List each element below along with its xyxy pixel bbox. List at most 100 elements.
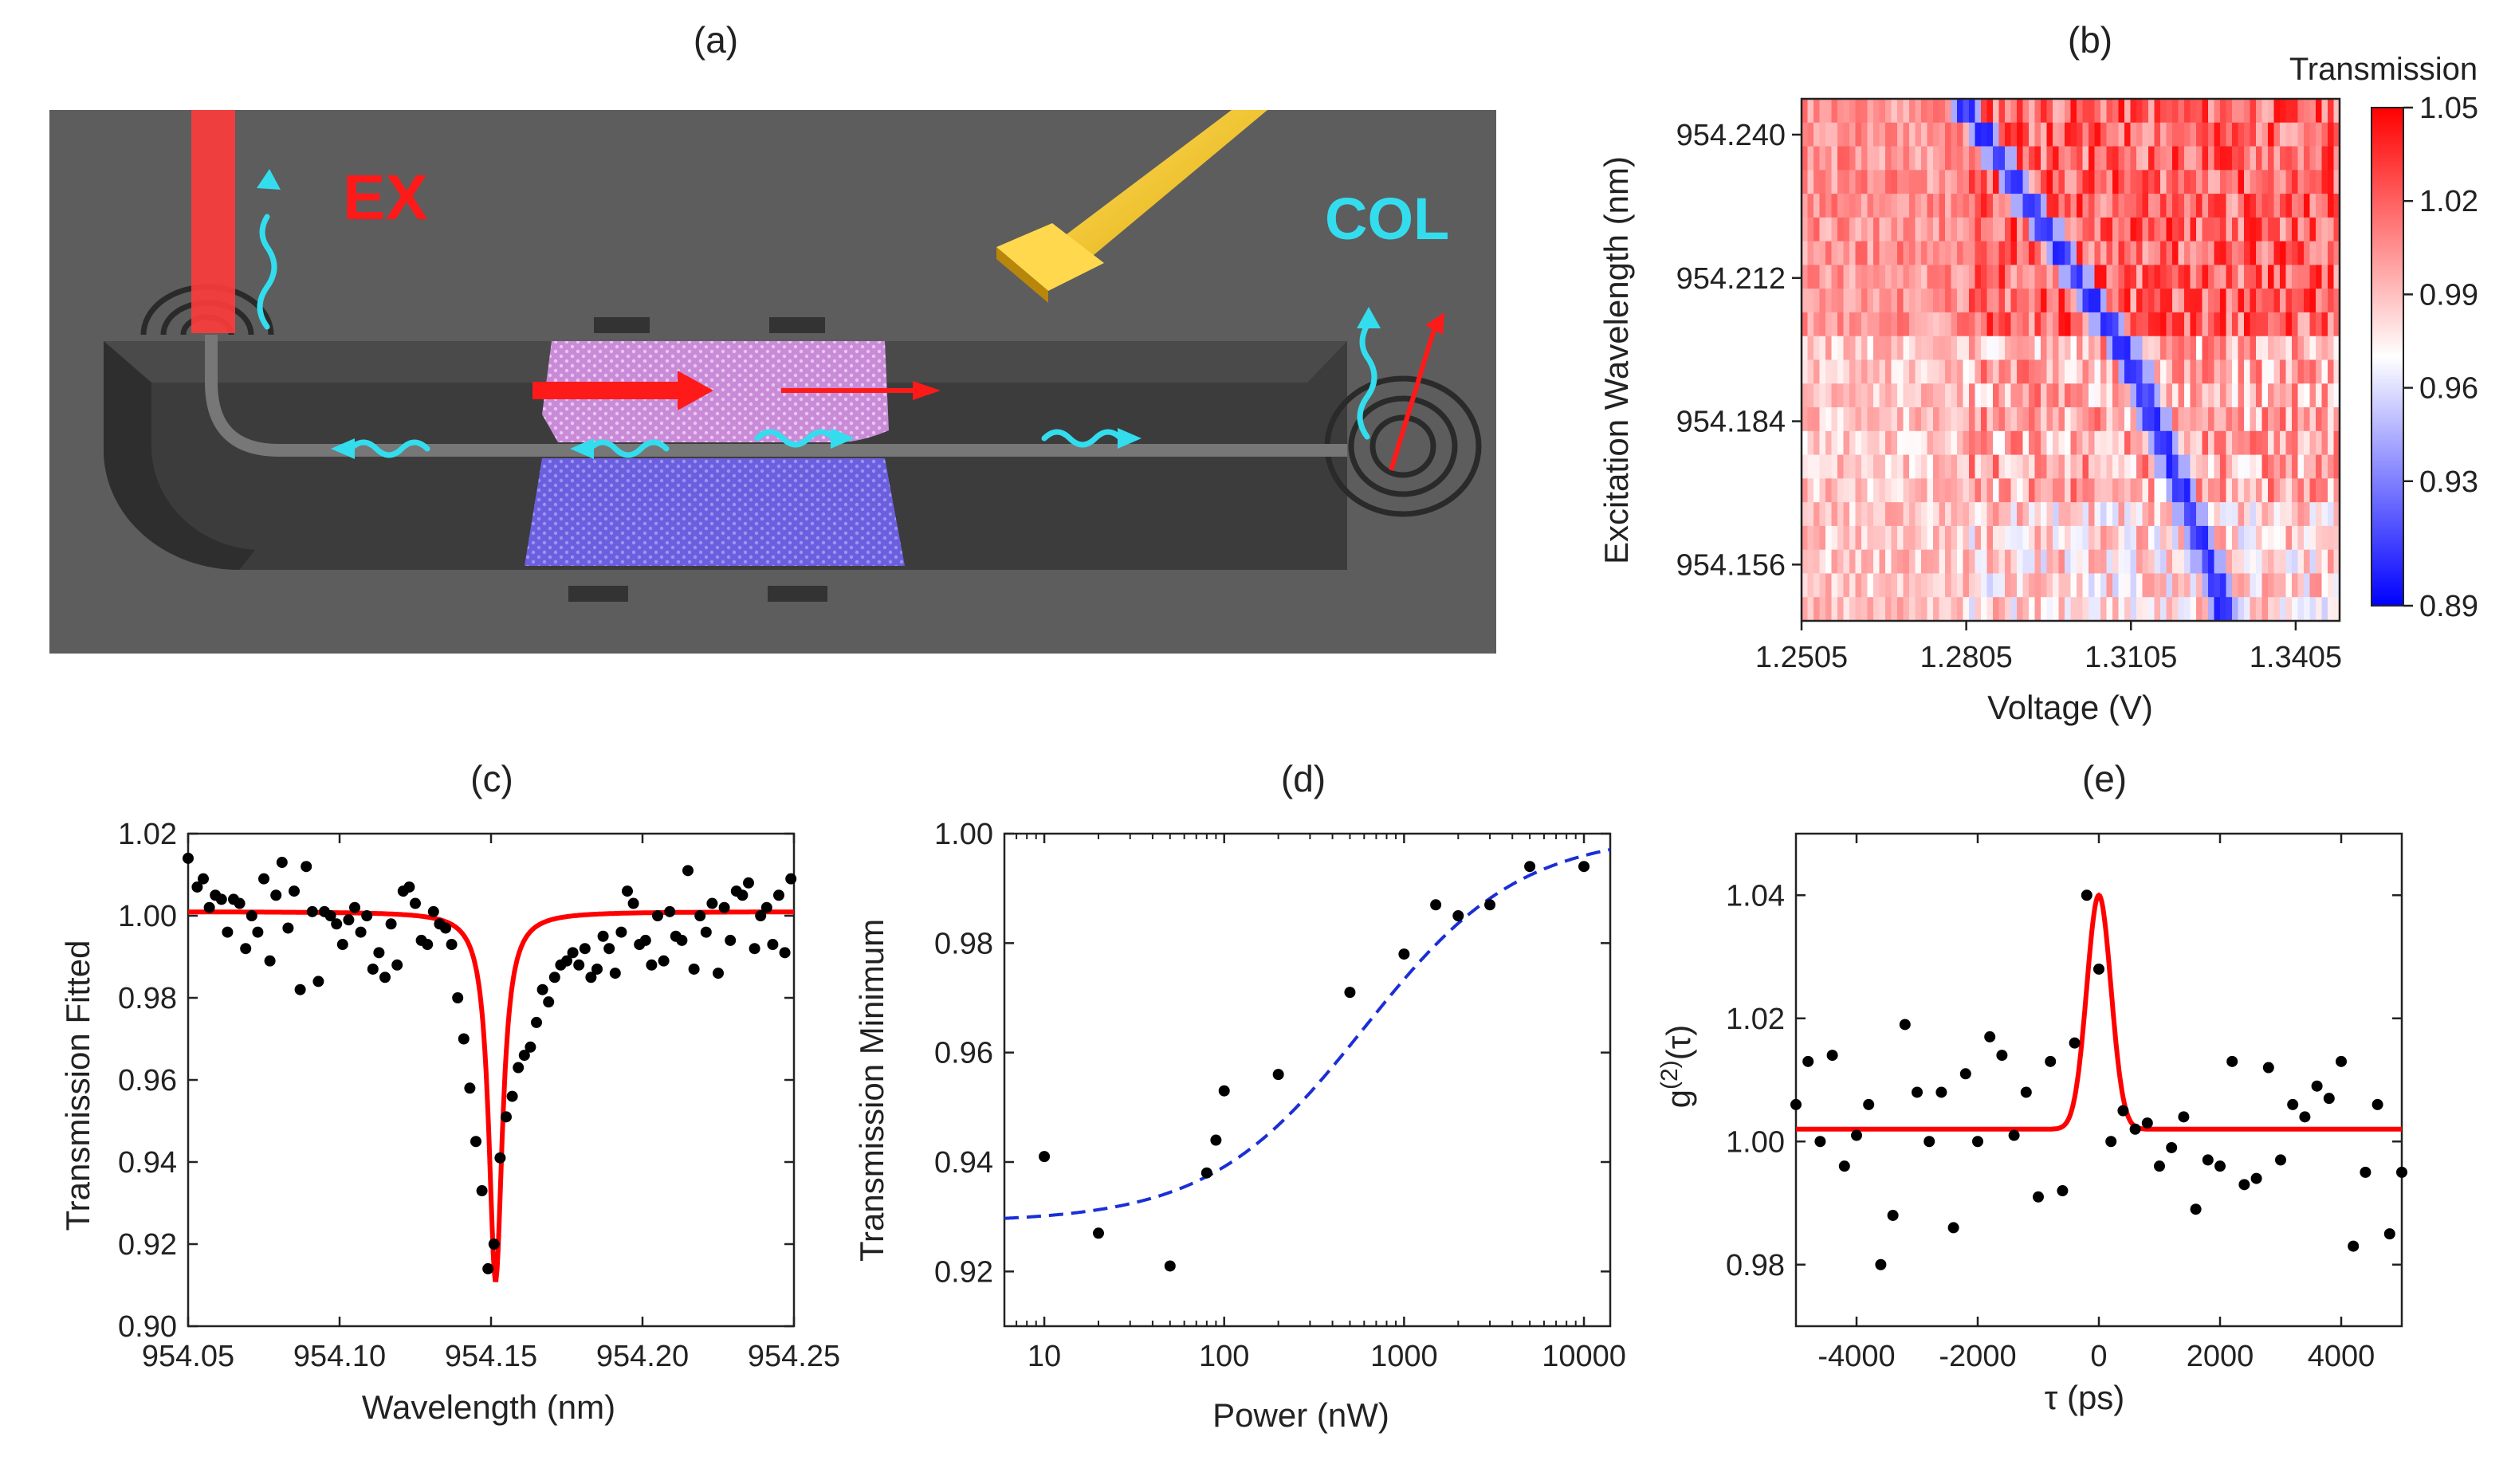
heatmap-cell [1957,597,1964,622]
heatmap-cell [1855,265,1862,289]
data-point [282,922,294,934]
heatmap-cell [2022,478,2030,503]
heatmap-cell [1939,170,1946,194]
heatmap-cell [2184,170,2191,194]
heatmap-cell [2166,122,2173,147]
data-point [1578,861,1590,873]
heatmap-cell [1945,241,1952,266]
heatmap-cell [2232,502,2239,527]
heatmap-cell [1825,502,1833,527]
heatmap-cell [2089,430,2096,456]
heatmap-cell [1951,549,1958,575]
heatmap-cell [2148,336,2155,361]
heatmap-cell [1903,122,1910,147]
heatmap-cell [2022,170,2030,194]
heatmap-cell [1837,597,1845,622]
heatmap-cell [2142,289,2149,313]
heatmap-cell [2142,99,2149,124]
heatmap-cell [2041,430,2048,456]
data-point [446,939,458,951]
heatmap-cell [1849,430,1857,456]
heatmap-cell [2112,597,2120,622]
heatmap-cell [2208,336,2215,361]
colorbar-tick-label: 0.96 [2419,372,2478,406]
heatmap-cell [1891,525,1898,551]
heatmap-cell [2094,454,2101,479]
heatmap-cell [1909,502,1916,527]
heatmap-cell [2022,454,2030,479]
heatmap-cell [2029,312,2036,337]
data-point [240,943,252,955]
heatmap-cell [2292,217,2299,242]
heatmap-cell [1867,194,1874,218]
heatmap-cell [2256,597,2263,622]
heatmap-cell [1825,217,1833,242]
heatmap-cell [2029,217,2036,242]
heatmap-cell [2178,312,2185,337]
heatmap-cell [2065,478,2072,503]
heatmap-cell [2041,241,2048,266]
heatmap-cell [2316,478,2323,503]
heatmap-cell [2292,289,2299,313]
heatmap-cell [2292,383,2299,408]
heatmap-cell [1903,312,1910,337]
heatmap-cell [2100,597,2108,622]
heatmap-cell [2261,336,2269,361]
heatmap-cell [1819,217,1826,242]
heatmap-cell [2214,194,2221,218]
heatmap-cell [2142,265,2149,289]
heatmap-cell [2142,359,2149,384]
heatmap-cell [2172,336,2179,361]
heatmap-cell [2304,336,2311,361]
heatmap-cell [2106,170,2113,194]
heatmap-cell [1915,454,1922,479]
heatmap-cell [2321,336,2328,361]
heatmap-cell [2094,146,2101,171]
heatmap-cell [1867,573,1874,598]
heatmap-cell [2154,336,2161,361]
data-point [652,910,663,921]
heatmap-cell [2017,336,2024,361]
heatmap-cell [1927,170,1934,194]
heatmap-cell [1885,525,1892,551]
heatmap-cell [2166,359,2173,384]
heatmap-cell [2273,502,2281,527]
heatmap-cell [1831,383,1838,408]
heatmap-cell [1873,597,1880,622]
heatmap-cell [1975,573,1982,598]
heatmap-cell [2136,407,2144,432]
heatmap-cell [1969,597,1976,622]
heatmap-cell [2077,122,2084,147]
heatmap-cell [1951,407,1958,432]
heatmap-cell [2022,502,2030,527]
heatmap-cell [2046,502,2053,527]
heatmap-cell [2082,312,2089,337]
data-point [1344,987,1356,999]
heatmap-cell [2250,407,2257,432]
heatmap-cell [2292,194,2299,218]
heatmap-cell [1945,289,1952,313]
heatmap-cell [1885,217,1892,242]
heatmap-cell [2268,407,2275,432]
heatmap-cell [1998,122,2006,147]
heatmap-cell [2178,383,2185,408]
heatmap-cell [2232,454,2239,479]
e-xlabel: τ (ps) [2045,1379,2125,1416]
heatmap-cell [2256,336,2263,361]
heatmap-cell [2065,289,2072,313]
heatmap-cell [1998,597,2006,622]
heatmap-cell [2333,122,2340,147]
heatmap-cell [2285,241,2293,266]
heatmap-cell [2124,502,2132,527]
heatmap-cell [2029,122,2036,147]
heatmap-cell [2124,383,2132,408]
heatmap-cell [1819,241,1826,266]
data-point [767,939,779,951]
heatmap-cell [2196,573,2203,598]
heatmap-cell [2053,265,2060,289]
heatmap-cell [2328,194,2335,218]
heatmap-cell [2017,217,2024,242]
heatmap-cell [2292,407,2299,432]
heatmap-cell [2034,122,2041,147]
heatmap-cell [2065,525,2072,551]
